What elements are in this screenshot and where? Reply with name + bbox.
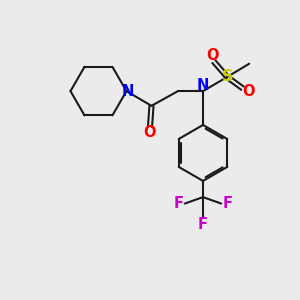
Text: F: F: [174, 196, 184, 211]
Text: N: N: [122, 84, 134, 99]
Text: O: O: [242, 84, 255, 99]
Text: O: O: [206, 48, 219, 63]
Text: F: F: [222, 196, 232, 211]
Text: N: N: [197, 78, 209, 93]
Text: S: S: [221, 70, 233, 85]
Text: F: F: [198, 217, 208, 232]
Text: O: O: [144, 125, 156, 140]
